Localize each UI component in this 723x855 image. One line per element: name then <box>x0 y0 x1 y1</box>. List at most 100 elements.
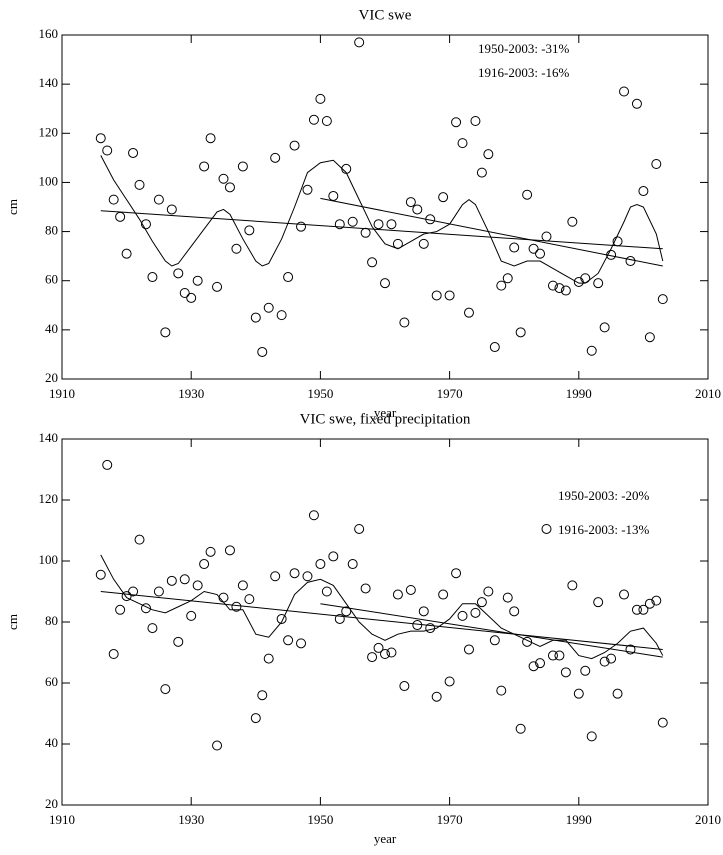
y-tick-label: 100 <box>39 552 59 567</box>
point <box>147 623 158 634</box>
annotation: 1916-2003: -13% <box>558 522 650 537</box>
point <box>283 635 294 646</box>
point <box>431 290 442 301</box>
trend-line <box>320 603 663 658</box>
x-tick-label: 1930 <box>178 812 204 827</box>
point <box>586 731 597 742</box>
point <box>224 182 235 193</box>
point <box>644 598 655 609</box>
point <box>283 272 294 283</box>
point <box>509 606 520 617</box>
point <box>412 620 423 631</box>
x-tick-label: 1990 <box>566 386 592 401</box>
point <box>186 292 197 303</box>
smooth-line <box>100 554 664 660</box>
point <box>108 649 119 660</box>
point <box>522 189 533 200</box>
point <box>257 346 268 357</box>
point <box>147 272 158 283</box>
point <box>166 575 177 586</box>
chart-title: VIC swe <box>359 7 412 23</box>
point <box>153 586 164 597</box>
point <box>638 186 649 197</box>
point <box>631 604 642 615</box>
point <box>224 545 235 556</box>
point <box>515 723 526 734</box>
point <box>95 569 106 580</box>
point <box>347 559 358 570</box>
y-tick-label: 40 <box>45 321 58 336</box>
point <box>463 644 474 655</box>
y-tick-label: 80 <box>45 613 58 628</box>
point <box>321 586 332 597</box>
point <box>612 236 623 247</box>
point <box>212 281 223 292</box>
point <box>489 635 500 646</box>
point <box>392 238 403 249</box>
point <box>173 636 184 647</box>
point <box>115 604 126 615</box>
point <box>334 219 345 230</box>
point <box>334 613 345 624</box>
point <box>244 225 255 236</box>
point <box>315 93 326 104</box>
trend-line <box>100 210 663 250</box>
x-tick-label: 1910 <box>49 812 75 827</box>
point <box>619 589 630 600</box>
point <box>231 601 242 612</box>
point <box>367 257 378 268</box>
point <box>438 589 449 600</box>
smooth-line <box>100 155 664 284</box>
point <box>554 283 565 294</box>
point <box>373 219 384 230</box>
point <box>270 152 281 163</box>
y-tick-label: 100 <box>39 173 59 188</box>
point <box>619 86 630 97</box>
point <box>360 227 371 238</box>
point <box>160 327 171 338</box>
point <box>199 559 210 570</box>
point <box>502 273 513 284</box>
point <box>250 713 261 724</box>
y-tick-label: 40 <box>45 735 58 750</box>
point <box>438 192 449 203</box>
point <box>644 332 655 343</box>
point <box>115 211 126 222</box>
y-axis-label: cm <box>5 614 20 630</box>
x-tick-label: 1970 <box>437 386 463 401</box>
annotation: 1950-2003: -20% <box>558 488 650 503</box>
point <box>263 302 274 313</box>
point <box>425 623 436 634</box>
point <box>296 638 307 649</box>
point <box>509 242 520 253</box>
x-tick-label: 1930 <box>178 386 204 401</box>
point <box>444 676 455 687</box>
point <box>625 644 636 655</box>
point <box>612 688 623 699</box>
point <box>593 278 604 289</box>
y-tick-label: 120 <box>39 491 59 506</box>
trend-line <box>320 197 663 267</box>
point <box>308 114 319 125</box>
point <box>276 613 287 624</box>
y-tick-label: 80 <box>45 223 58 238</box>
point <box>373 642 384 653</box>
point <box>599 656 610 667</box>
point <box>95 133 106 144</box>
point <box>263 653 274 664</box>
point <box>554 650 565 661</box>
point <box>108 194 119 205</box>
point <box>483 586 494 597</box>
point <box>166 204 177 215</box>
point <box>606 249 617 260</box>
x-tick-label: 1910 <box>49 386 75 401</box>
point <box>528 243 539 254</box>
point <box>573 688 584 699</box>
point <box>186 610 197 621</box>
y-tick-label: 60 <box>45 674 58 689</box>
point <box>128 147 139 158</box>
point <box>541 231 552 242</box>
y-axis-label: cm <box>5 199 20 215</box>
point <box>140 603 151 614</box>
point <box>638 604 649 615</box>
